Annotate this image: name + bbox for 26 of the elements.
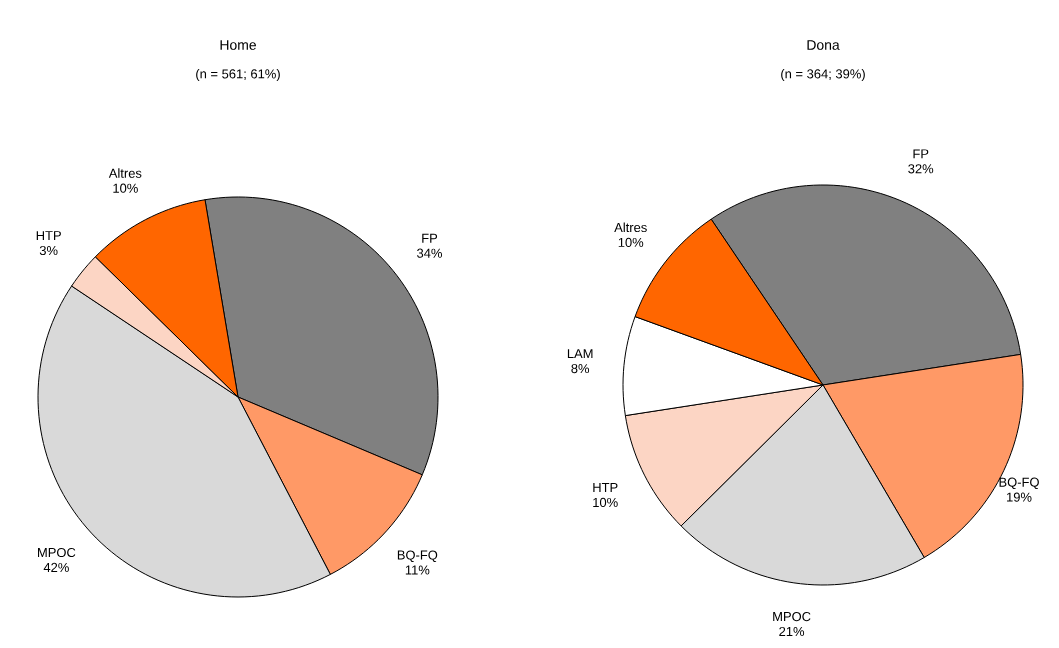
slice-label: FP [913, 149, 929, 159]
chart-title: Home [220, 40, 256, 50]
slice-label: BQ-FQ [397, 550, 438, 562]
slice-label: Altres [108, 168, 142, 178]
data-label: 34% [417, 248, 442, 258]
slice-label: HTP [36, 231, 61, 241]
slice-label: BQ-FQ [999, 477, 1039, 490]
data-label: 21% [779, 626, 805, 637]
slice-label: HTP [593, 483, 618, 492]
slice-label: Altres [614, 222, 647, 233]
data-label: 3% [39, 245, 58, 256]
data-label: 10% [618, 237, 644, 247]
data-label: 42% [43, 562, 69, 572]
slice-label: MPOC [773, 611, 811, 622]
chart-title: Dona [807, 40, 840, 50]
data-label: 19% [1007, 492, 1032, 502]
chart-subtitle: (n = 561; 61%) [196, 68, 280, 82]
data-label: 11% [405, 565, 430, 575]
data-label: 10% [113, 183, 138, 193]
slice-label: MPOC [38, 547, 76, 558]
data-label: 10% [593, 497, 618, 508]
slice-label: LAM [567, 349, 593, 359]
data-label: 8% [571, 363, 590, 374]
slice-label: FP [422, 233, 438, 243]
data-label: 32% [908, 164, 934, 174]
chart-subtitle: (n = 364; 39%) [781, 68, 865, 82]
